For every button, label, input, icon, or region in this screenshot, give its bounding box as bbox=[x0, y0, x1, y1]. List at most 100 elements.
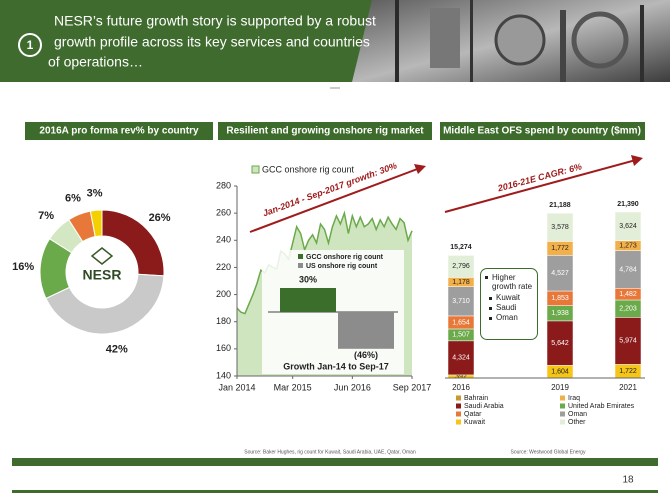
x-tick-label: 2021 bbox=[619, 383, 637, 392]
donut-slice bbox=[89, 209, 103, 238]
legend-label: Other bbox=[568, 419, 586, 426]
logo-emblem bbox=[90, 247, 114, 265]
cagr-arrowhead bbox=[631, 155, 643, 166]
y-tick-label: 260 bbox=[216, 208, 231, 218]
segment-label: 1,853 bbox=[551, 295, 569, 302]
segment-label: 1,178 bbox=[452, 279, 470, 286]
panel-header bbox=[440, 122, 645, 140]
source-note: Source: Baker Hughes, rig count for Kuwa… bbox=[244, 449, 416, 455]
logo-bg bbox=[68, 238, 136, 306]
segment-label: 3,624 bbox=[619, 223, 637, 230]
legend-swatch bbox=[456, 419, 461, 425]
segment-label: 2,796 bbox=[452, 263, 470, 270]
total-label: 21,188 bbox=[549, 202, 571, 209]
y-tick-label: 180 bbox=[216, 316, 231, 326]
inset-bar bbox=[280, 288, 336, 312]
panel-title: Middle East OFS spend by country ($mm) bbox=[443, 126, 641, 137]
source-note: Source: Westwood Global Energy bbox=[511, 449, 586, 455]
slice-label: 7% bbox=[38, 210, 54, 222]
bar-segment bbox=[447, 286, 475, 317]
growth-arrow bbox=[249, 167, 421, 233]
slice-label: 6% bbox=[65, 192, 81, 204]
y-tick-label: 240 bbox=[216, 235, 231, 245]
bar-segment bbox=[614, 250, 642, 289]
segment-label: 1,604 bbox=[551, 369, 569, 376]
x-tick-label: Sep 2017 bbox=[393, 382, 432, 392]
legend-label: GCC onshore rig count bbox=[262, 164, 355, 174]
legend-label: United Arab Emirates bbox=[568, 403, 635, 410]
callout-box: Higher growth rate Kuwait Saudi Oman bbox=[480, 268, 538, 340]
segment-label: 3,710 bbox=[452, 298, 470, 305]
segment-label: 2,203 bbox=[619, 306, 637, 313]
x-tick-label: Jan 2014 bbox=[218, 382, 255, 392]
inset-legend-swatch bbox=[298, 263, 303, 268]
bar-segment bbox=[546, 255, 574, 292]
segment-label: 1,938 bbox=[551, 310, 569, 317]
legend-label: Qatar bbox=[464, 411, 482, 418]
slice-label: 3% bbox=[87, 187, 103, 199]
panel-title: Resilient and growing onshore rig market bbox=[226, 126, 424, 137]
bar-segment bbox=[614, 211, 642, 241]
header-title: of operations… bbox=[48, 54, 143, 70]
legend-label: Iraq bbox=[568, 395, 580, 402]
panel-title: 2016A pro forma rev% by country bbox=[39, 126, 199, 137]
inset-legend-swatch bbox=[298, 254, 303, 259]
legend-label: Saudi Arabia bbox=[464, 403, 504, 410]
inset-value-label: 30% bbox=[299, 274, 317, 284]
cagr-arrow bbox=[444, 159, 637, 213]
total-label: 21,390 bbox=[617, 201, 639, 208]
legend-swatch bbox=[456, 395, 461, 401]
callout-item: Oman bbox=[489, 313, 534, 323]
callout-title: Higher growth rate bbox=[484, 273, 534, 291]
legend-label: Oman bbox=[568, 411, 587, 418]
inset-title: Growth Jan-14 to Sep-17 bbox=[283, 361, 389, 371]
header-title: NESR’s future growth story is supported … bbox=[54, 13, 376, 29]
segment-label: 1,482 bbox=[619, 291, 637, 298]
segment-label: 1,722 bbox=[619, 368, 637, 375]
legend-swatch bbox=[251, 165, 260, 174]
segment-label: 4,324 bbox=[452, 355, 470, 362]
header-photos bbox=[352, 0, 670, 82]
segment-label: 1,507 bbox=[452, 332, 470, 339]
segment-label: 1,772 bbox=[551, 245, 569, 252]
header-number-badge bbox=[18, 33, 42, 57]
y-tick-label: 140 bbox=[216, 370, 231, 380]
logo-text: NESR bbox=[83, 267, 122, 283]
x-tick-label: Jun 2016 bbox=[334, 382, 371, 392]
legend-label: Bahrain bbox=[464, 395, 488, 402]
legend-swatch bbox=[560, 403, 565, 409]
legend-swatch bbox=[560, 419, 565, 425]
callout-item: Saudi bbox=[489, 303, 534, 313]
x-tick-label: Mar 2015 bbox=[274, 382, 312, 392]
panel-header bbox=[25, 122, 213, 140]
header-title: growth profile across its key services a… bbox=[54, 34, 370, 50]
segment-label: 1,654 bbox=[452, 319, 470, 326]
header-number: 1 bbox=[27, 38, 34, 52]
x-tick-label: 2016 bbox=[452, 383, 470, 392]
donut-slice bbox=[45, 273, 165, 335]
segment-label: 392 bbox=[455, 373, 467, 380]
footer-band bbox=[12, 458, 658, 466]
total-label: 15,274 bbox=[450, 244, 472, 251]
y-tick-label: 280 bbox=[216, 180, 231, 190]
segment-label: 1,273 bbox=[619, 242, 637, 249]
inset-legend-label: US onshore rig count bbox=[306, 263, 378, 270]
footer-line bbox=[12, 490, 658, 493]
page-number: 18 bbox=[622, 475, 634, 486]
legend-swatch bbox=[560, 411, 565, 417]
y-tick-label: 160 bbox=[216, 343, 231, 353]
bar-segment bbox=[546, 212, 574, 242]
y-tick-label: 200 bbox=[216, 289, 231, 299]
inset-value-label: (46%) bbox=[354, 350, 378, 360]
legend-label: Kuwait bbox=[464, 419, 485, 426]
panel-header bbox=[218, 122, 432, 140]
slice-label: 16% bbox=[12, 261, 34, 273]
x-tick-label: 2019 bbox=[551, 383, 569, 392]
legend-swatch bbox=[456, 403, 461, 409]
bar-segment bbox=[447, 340, 475, 376]
legend-swatch bbox=[560, 395, 565, 401]
callout-item: Kuwait bbox=[489, 293, 534, 303]
segment-label: 4,527 bbox=[551, 270, 569, 277]
segment-label: 5,974 bbox=[619, 338, 637, 345]
